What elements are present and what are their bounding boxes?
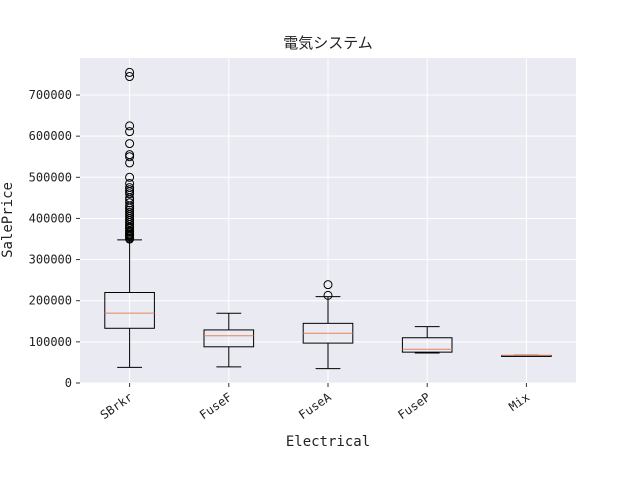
- outlier-point: [323, 290, 333, 300]
- x-tick-label: FuseF: [197, 390, 235, 422]
- outlier-point: [125, 127, 135, 137]
- chart-title: 電気システム: [283, 34, 373, 52]
- x-tick-label: FuseA: [296, 390, 334, 423]
- y-tick-label: 0: [65, 376, 72, 390]
- y-axis-ticks: 0 100000 200000 300000 400000 500000 600000 700…: [29, 88, 80, 390]
- iqr-box: [203, 329, 255, 348]
- outlier-point: [125, 172, 135, 182]
- box-series: [104, 67, 552, 370]
- iqr-box: [104, 291, 155, 329]
- y-tick-label: 700000: [29, 88, 72, 102]
- outlier-point: [323, 280, 333, 290]
- outlier-point: [125, 150, 135, 160]
- y-tick-label: 300000: [29, 253, 72, 267]
- box-fusep: [401, 326, 453, 354]
- box-mix: [501, 354, 552, 357]
- outlier-point: [125, 67, 135, 77]
- x-axis-label: Electrical: [286, 434, 370, 450]
- box-fusef: [203, 312, 255, 368]
- y-tick-label: 400000: [29, 211, 72, 225]
- x-tick-label: Mix: [506, 390, 532, 414]
- iqr-box: [401, 337, 453, 353]
- box-sbrkr: [104, 67, 155, 368]
- outlier-point: [125, 72, 135, 82]
- box-fusea: [302, 280, 354, 370]
- outlier-point: [125, 183, 135, 193]
- y-tick-label: 500000: [29, 170, 72, 184]
- outlier-point: [125, 121, 135, 131]
- x-tick-label: FuseP: [395, 390, 433, 422]
- x-axis-ticks: SBrkr FuseF FuseA FuseP Mix: [98, 383, 532, 422]
- outlier-point: [125, 178, 135, 188]
- x-tick-label: SBrkr: [98, 390, 136, 422]
- y-tick-label: 100000: [29, 335, 72, 349]
- y-tick-label: 200000: [29, 294, 72, 308]
- y-axis-label: SalePrice: [0, 182, 16, 258]
- outlier-point: [125, 198, 135, 208]
- y-tick-label: 600000: [29, 129, 72, 143]
- outlier-point: [125, 139, 135, 149]
